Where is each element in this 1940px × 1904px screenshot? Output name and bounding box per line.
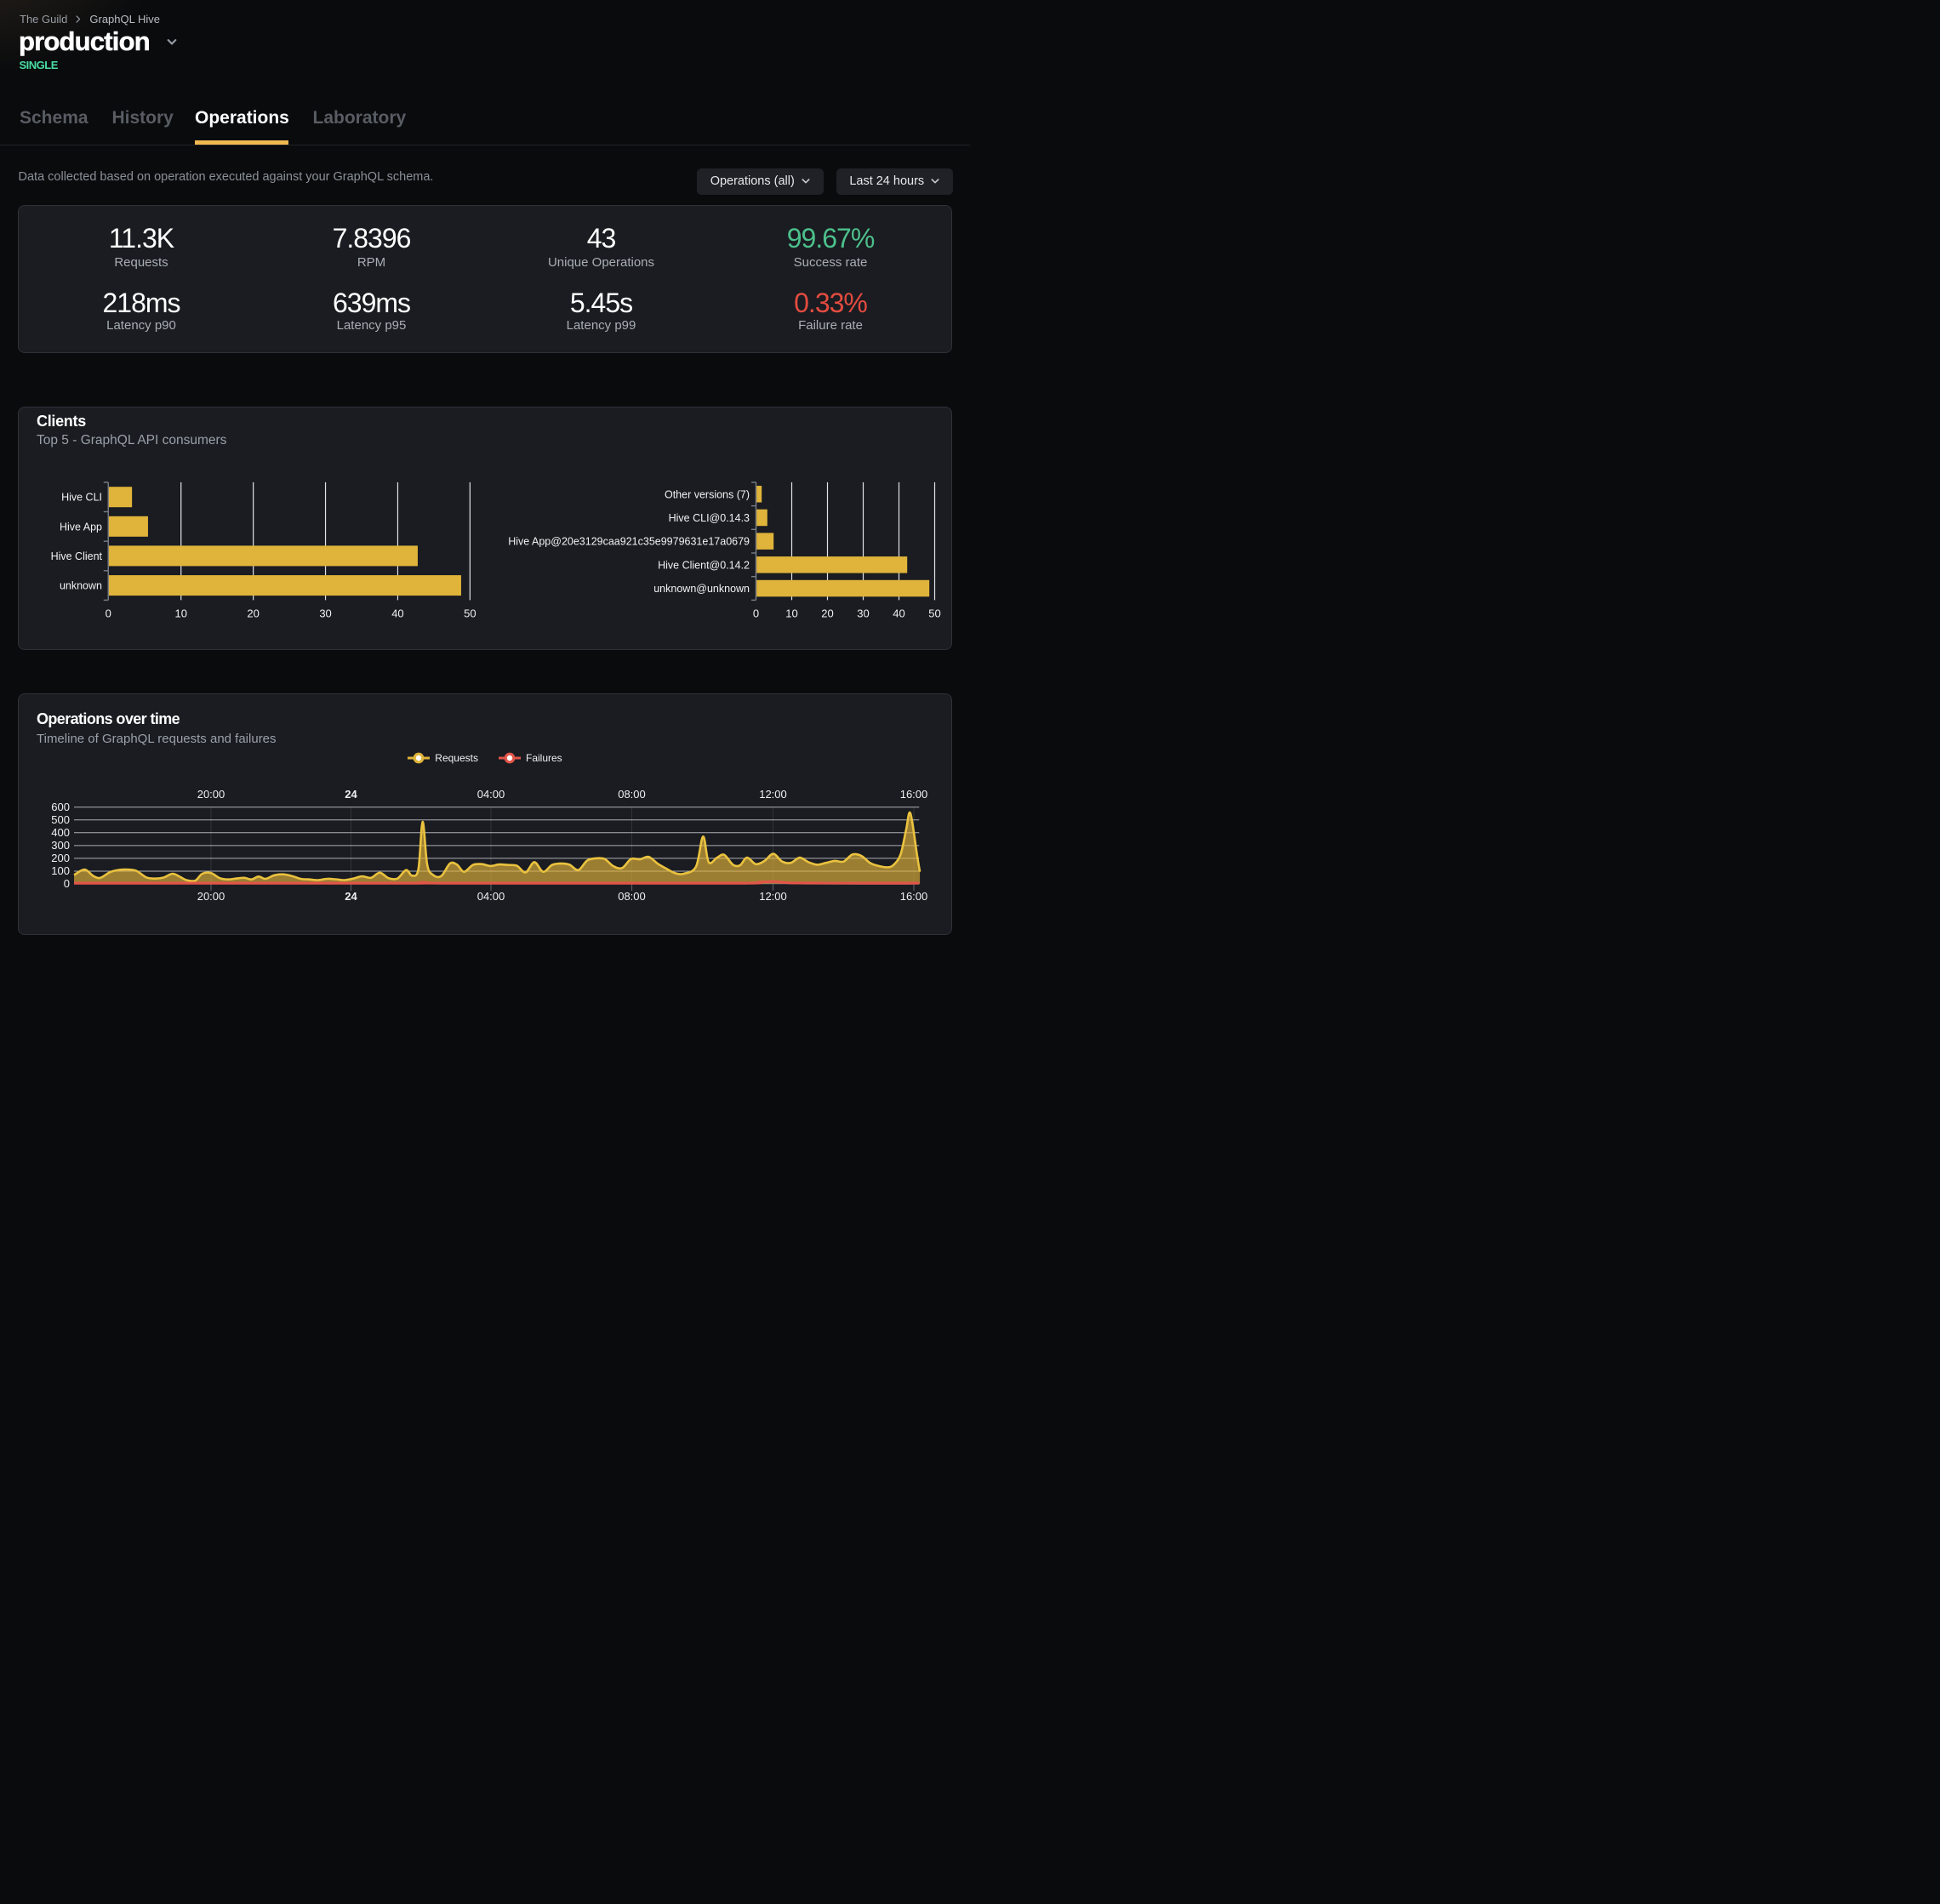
svg-text:0: 0 [106, 607, 111, 620]
svg-text:30: 30 [319, 607, 331, 620]
svg-text:0: 0 [64, 877, 70, 890]
svg-text:600: 600 [51, 801, 70, 813]
svg-text:04:00: 04:00 [477, 890, 505, 903]
svg-text:40: 40 [893, 607, 904, 620]
svg-text:20:00: 20:00 [197, 890, 225, 903]
svg-text:08:00: 08:00 [618, 788, 646, 801]
svg-text:0: 0 [753, 607, 759, 620]
svg-text:Other versions (7): Other versions (7) [665, 488, 750, 500]
svg-text:12:00: 12:00 [759, 788, 787, 801]
svg-text:200: 200 [51, 852, 70, 864]
svg-text:20: 20 [247, 607, 259, 620]
svg-text:50: 50 [464, 607, 476, 620]
svg-text:10: 10 [175, 607, 187, 620]
svg-text:04:00: 04:00 [477, 788, 505, 801]
svg-text:400: 400 [51, 826, 70, 839]
svg-text:10: 10 [785, 607, 797, 620]
svg-text:08:00: 08:00 [618, 890, 646, 903]
svg-text:Hive Client: Hive Client [51, 550, 103, 562]
svg-text:unknown@unknown: unknown@unknown [653, 583, 750, 595]
svg-text:30: 30 [857, 607, 869, 620]
svg-text:16:00: 16:00 [900, 890, 928, 903]
svg-text:20: 20 [821, 607, 833, 620]
svg-text:unknown: unknown [60, 580, 102, 592]
svg-text:300: 300 [51, 839, 70, 852]
svg-text:50: 50 [928, 607, 940, 620]
svg-text:100: 100 [51, 864, 70, 877]
svg-text:Hive CLI: Hive CLI [61, 492, 102, 504]
svg-text:Hive Client@0.14.2: Hive Client@0.14.2 [658, 559, 750, 571]
svg-text:12:00: 12:00 [759, 890, 787, 903]
svg-text:Hive CLI@0.14.3: Hive CLI@0.14.3 [669, 512, 750, 524]
svg-text:500: 500 [51, 813, 70, 826]
svg-text:16:00: 16:00 [900, 788, 928, 801]
svg-text:40: 40 [391, 607, 403, 620]
svg-text:Hive App: Hive App [60, 521, 102, 533]
svg-text:20:00: 20:00 [197, 788, 225, 801]
svg-text:24: 24 [345, 890, 357, 903]
svg-text:Hive App@20e3129caa921c35e9979: Hive App@20e3129caa921c35e9979631e17a067… [508, 536, 750, 548]
svg-text:24: 24 [345, 788, 357, 801]
